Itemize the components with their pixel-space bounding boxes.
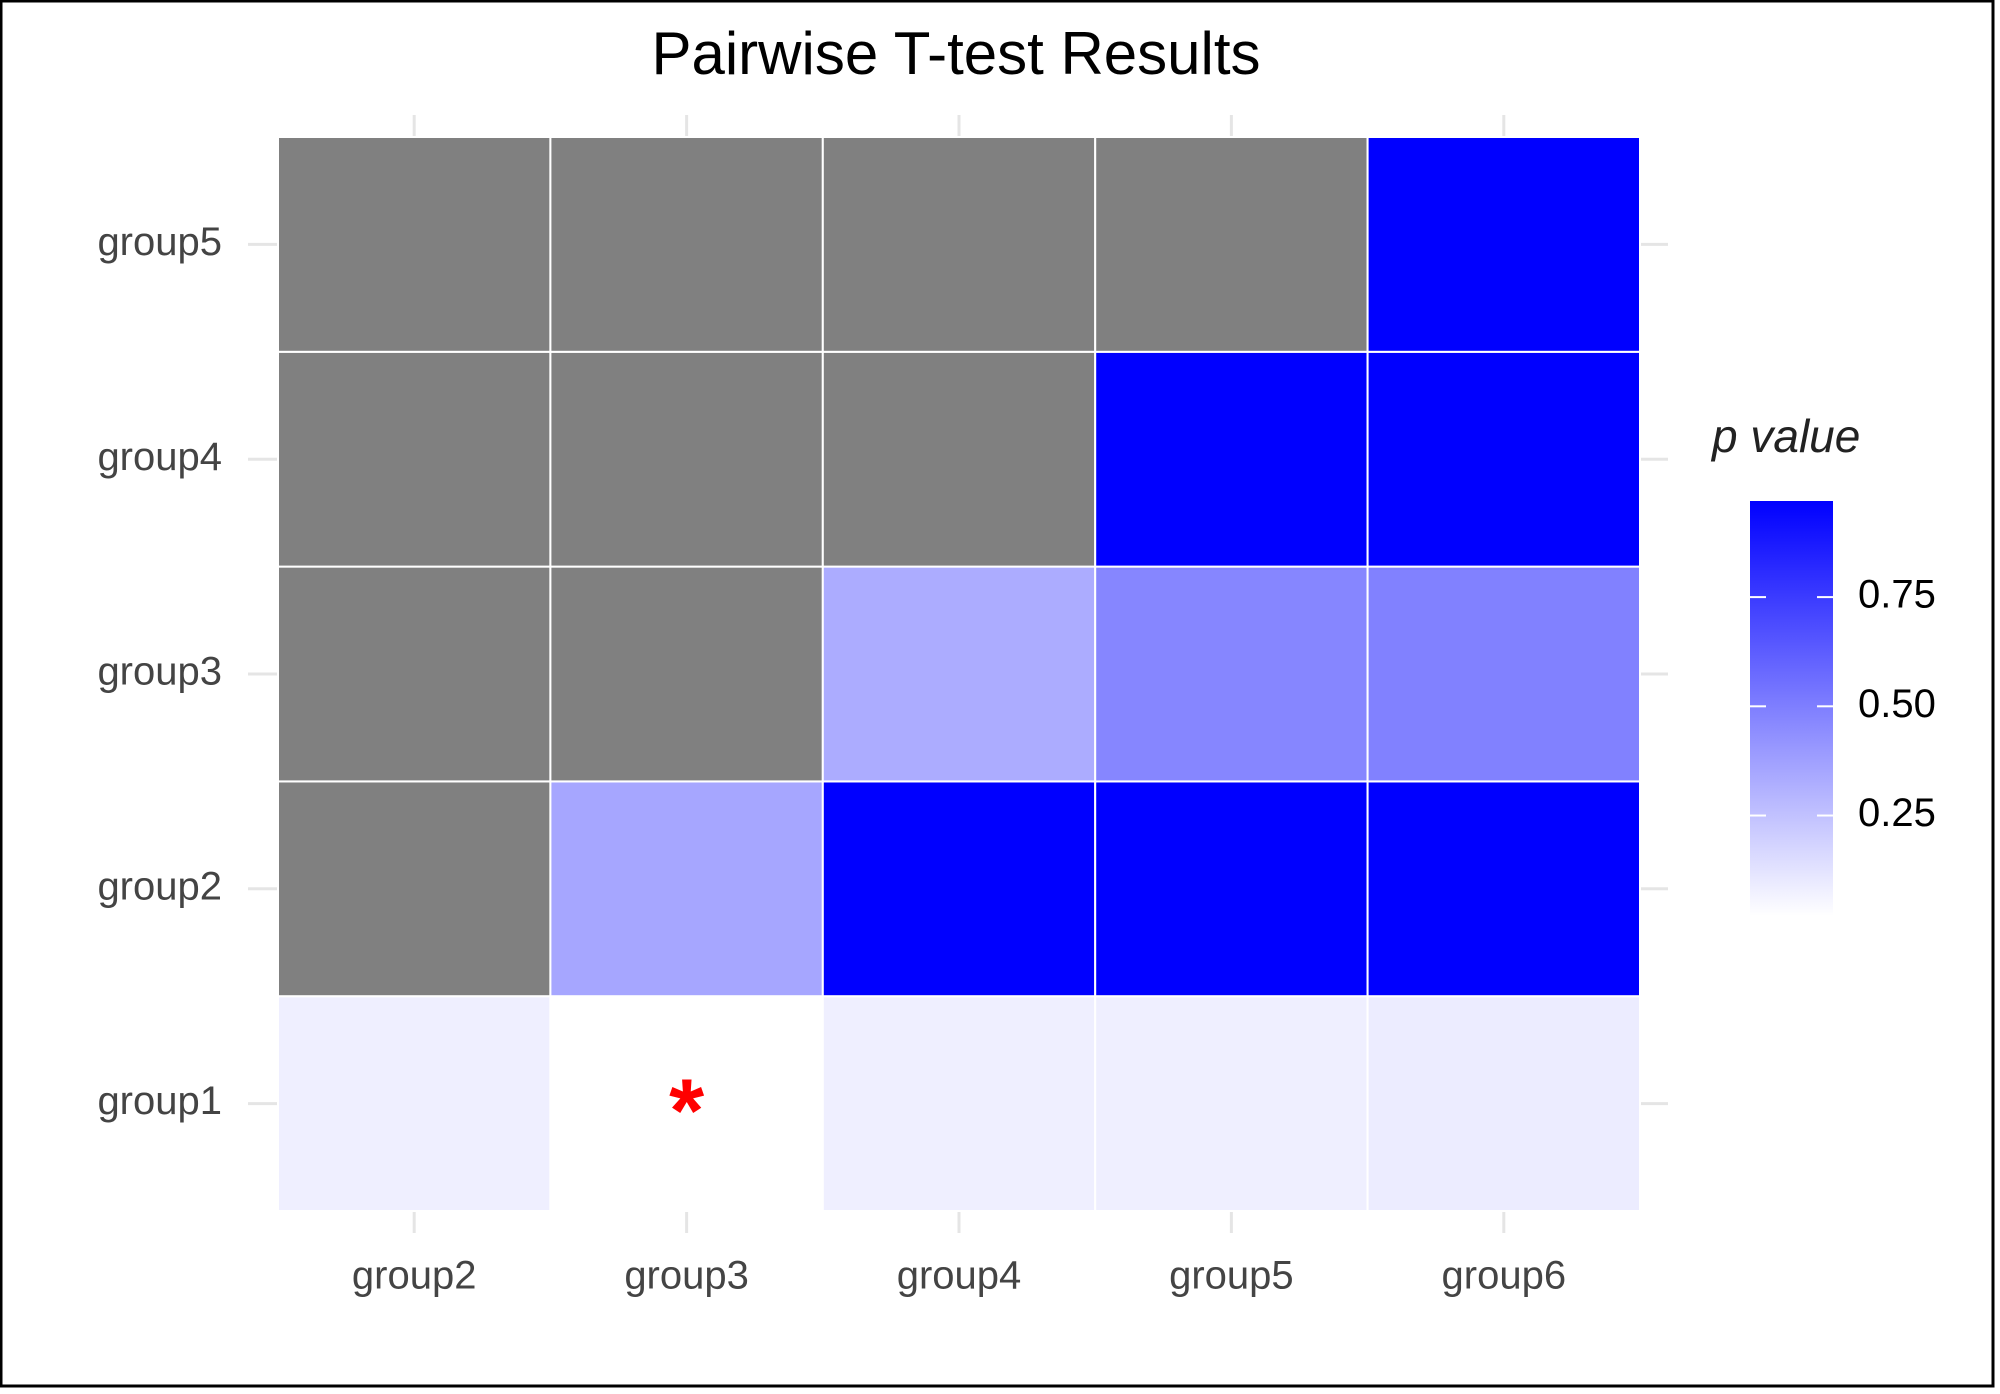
y-tick-label: group4 xyxy=(97,435,222,479)
chart-title: Pairwise T-test Results xyxy=(651,20,1260,87)
tile xyxy=(549,780,824,998)
tile xyxy=(277,995,552,1213)
tile xyxy=(1366,136,1641,353)
colorbar-tick-label: 0.75 xyxy=(1858,573,1936,617)
tile xyxy=(821,350,1097,568)
annotation: * xyxy=(669,1061,704,1161)
colorbar xyxy=(1750,501,1833,916)
y-tick-label: group5 xyxy=(97,220,222,264)
tile xyxy=(1094,995,1369,1213)
y-tick-label: group3 xyxy=(97,650,222,694)
tile xyxy=(277,780,552,998)
y-tick-label: group1 xyxy=(97,1079,222,1123)
tile xyxy=(1094,780,1369,998)
tile xyxy=(277,565,552,783)
x-tick-label: group2 xyxy=(352,1254,477,1298)
x-tick-label: group5 xyxy=(1169,1254,1294,1298)
tile xyxy=(277,350,552,568)
x-tick-label: group3 xyxy=(624,1254,749,1298)
tile xyxy=(1366,565,1641,783)
tile xyxy=(549,565,824,783)
tile xyxy=(1094,350,1369,568)
tile xyxy=(1094,136,1369,353)
tile xyxy=(277,136,552,353)
tile xyxy=(821,780,1097,998)
tile xyxy=(821,136,1097,353)
tile xyxy=(1366,995,1641,1213)
tile xyxy=(549,136,824,353)
x-tick-label: group4 xyxy=(897,1254,1022,1298)
legend-title: p value xyxy=(1710,410,1860,462)
colorbar-tick-label: 0.50 xyxy=(1858,682,1936,726)
tile xyxy=(1366,780,1641,998)
tile xyxy=(821,995,1097,1213)
tile xyxy=(549,995,824,1213)
x-tick-label: group6 xyxy=(1442,1254,1567,1298)
colorbar-tick-label: 0.25 xyxy=(1858,791,1936,835)
tile xyxy=(1094,565,1369,783)
tile xyxy=(1366,350,1641,568)
y-tick-label: group2 xyxy=(97,864,222,908)
tile xyxy=(549,350,824,568)
tile xyxy=(821,565,1097,783)
